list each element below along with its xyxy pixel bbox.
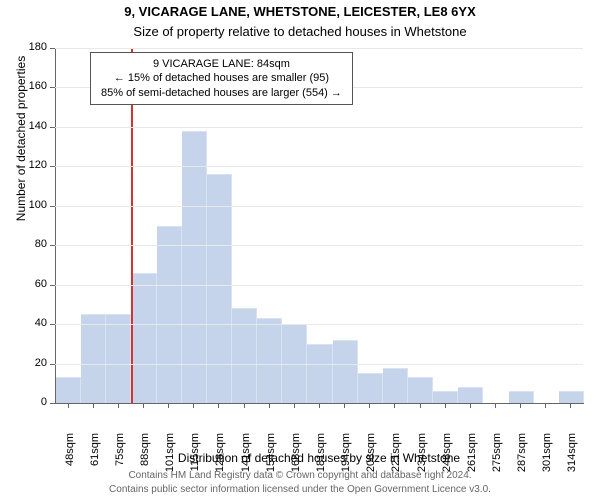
gridline: [55, 48, 583, 49]
ytick-label: 20: [17, 357, 47, 369]
chart-title-line2: Size of property relative to detached ho…: [0, 24, 600, 39]
ytick-mark: [50, 206, 55, 207]
gridline: [55, 245, 583, 246]
y-axis-label: Number of detached properties: [14, 0, 28, 316]
xtick-mark: [143, 403, 144, 408]
gridline: [55, 285, 583, 286]
bar: [333, 340, 358, 403]
ytick-mark: [50, 245, 55, 246]
gridline: [55, 324, 583, 325]
xtick-mark: [68, 403, 69, 408]
ytick-label: 40: [17, 317, 47, 329]
chart-title-line1: 9, VICARAGE LANE, WHETSTONE, LEICESTER, …: [0, 4, 600, 19]
gridline: [55, 127, 583, 128]
gridline: [55, 166, 583, 167]
footnote-line2: Contains public sector information licen…: [0, 484, 600, 495]
xtick-mark: [93, 403, 94, 408]
xtick-mark: [570, 403, 571, 408]
bar: [408, 377, 433, 403]
xtick-mark: [218, 403, 219, 408]
ytick-mark: [50, 87, 55, 88]
xtick-mark: [344, 403, 345, 408]
xtick-mark: [244, 403, 245, 408]
xtick-mark: [193, 403, 194, 408]
bar: [207, 174, 232, 403]
xtick-mark: [420, 403, 421, 408]
ytick-mark: [50, 127, 55, 128]
annotation-box: 9 VICARAGE LANE: 84sqm← 15% of detached …: [90, 52, 353, 105]
gridline: [55, 364, 583, 365]
annotation-line: 85% of semi-detached houses are larger (…: [101, 86, 342, 100]
bar: [433, 391, 458, 403]
footnote-line1: Contains HM Land Registry data © Crown c…: [0, 470, 600, 481]
ytick-mark: [50, 364, 55, 365]
bar: [509, 391, 534, 403]
bar: [257, 318, 282, 403]
xtick-mark: [369, 403, 370, 408]
ytick-mark: [50, 403, 55, 404]
bar: [157, 226, 182, 404]
ytick-mark: [50, 285, 55, 286]
x-axis-label: Distribution of detached houses by size …: [55, 451, 583, 465]
ytick-mark: [50, 324, 55, 325]
ytick-mark: [50, 48, 55, 49]
bar: [81, 314, 106, 403]
bar: [458, 387, 483, 403]
bar: [307, 344, 332, 403]
bar: [182, 131, 207, 403]
bar: [56, 377, 81, 403]
xtick-mark: [520, 403, 521, 408]
xtick-mark: [269, 403, 270, 408]
bar: [559, 391, 584, 403]
xtick-mark: [319, 403, 320, 408]
ytick-label: 0: [17, 396, 47, 408]
bar: [358, 373, 383, 403]
annotation-line: 9 VICARAGE LANE: 84sqm: [101, 57, 342, 71]
bar: [232, 308, 257, 403]
bar: [131, 273, 156, 403]
xtick-mark: [294, 403, 295, 408]
bar: [106, 314, 131, 403]
xtick-mark: [545, 403, 546, 408]
gridline: [55, 206, 583, 207]
xtick-mark: [495, 403, 496, 408]
xtick-mark: [470, 403, 471, 408]
xtick-mark: [118, 403, 119, 408]
ytick-mark: [50, 166, 55, 167]
bar: [383, 368, 408, 404]
xtick-mark: [168, 403, 169, 408]
xtick-mark: [394, 403, 395, 408]
annotation-line: ← 15% of detached houses are smaller (95…: [101, 71, 342, 85]
xtick-mark: [445, 403, 446, 408]
